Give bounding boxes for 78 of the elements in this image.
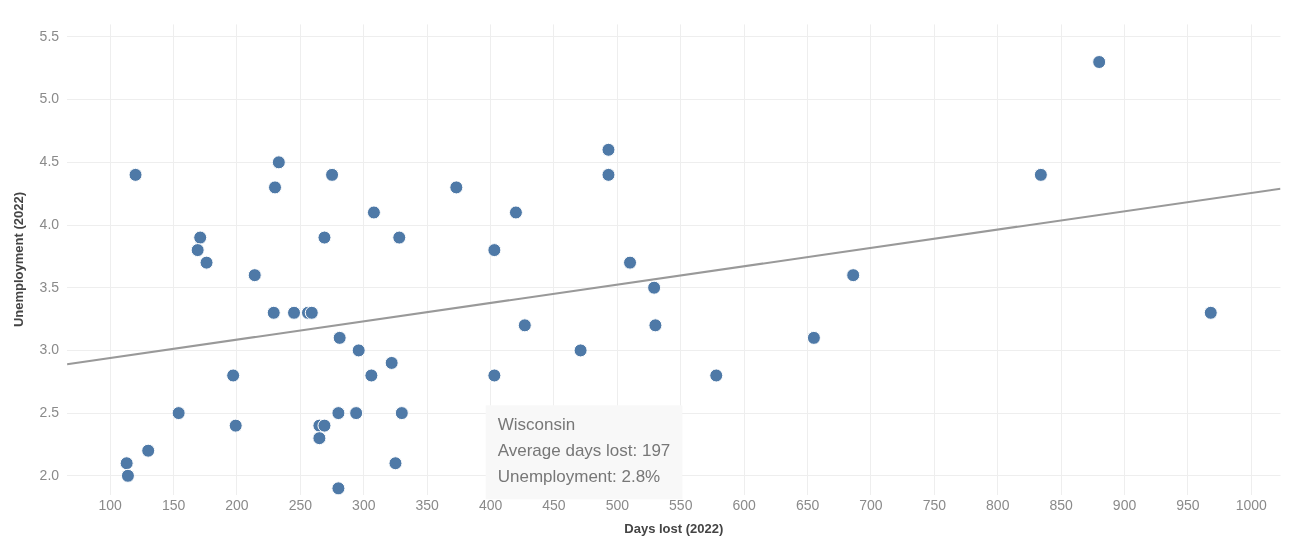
point xyxy=(171,406,186,421)
point xyxy=(287,305,302,320)
point xyxy=(266,305,281,320)
x-axis-title: Days lost (2022) xyxy=(624,520,724,536)
point xyxy=(331,481,346,495)
x-tick-label: 800 xyxy=(986,496,1010,513)
point xyxy=(573,343,588,358)
x-tick-label: 1000 xyxy=(1235,496,1268,513)
point xyxy=(120,468,135,483)
point xyxy=(601,167,616,182)
point xyxy=(271,155,286,170)
point xyxy=(317,418,332,433)
point xyxy=(1092,55,1107,70)
point xyxy=(366,205,381,220)
x-tick-label: 300 xyxy=(352,496,376,513)
x-tick-label: 350 xyxy=(415,496,440,513)
point xyxy=(449,180,464,195)
point xyxy=(388,456,403,471)
x-tick-label: 650 xyxy=(795,496,820,513)
x-tick-label: 850 xyxy=(1049,496,1074,513)
x-tick-label: 750 xyxy=(922,496,947,513)
point xyxy=(332,330,347,345)
point xyxy=(508,205,523,220)
point xyxy=(228,418,243,433)
x-tick-label: 250 xyxy=(288,496,313,513)
x-tick-label: 500 xyxy=(605,496,630,513)
point xyxy=(317,230,332,245)
x-tick-label: 150 xyxy=(161,496,186,513)
annotation: Wisconsin Average days lost: 197 Unemployment: 2.8% xyxy=(497,414,671,486)
point xyxy=(487,243,502,258)
y-tick-label: 2.0 xyxy=(39,466,60,483)
y-axis-title: Unemployment (2022) xyxy=(11,191,27,328)
point xyxy=(268,180,283,195)
point xyxy=(331,406,346,421)
x-tick-label: 100 xyxy=(98,496,123,513)
x-tick-label: 450 xyxy=(542,496,566,513)
point xyxy=(623,255,638,270)
y-tick-label: 5.5 xyxy=(39,27,60,44)
point xyxy=(349,406,364,421)
point xyxy=(1033,167,1048,182)
point xyxy=(601,142,616,157)
point xyxy=(312,431,327,446)
point xyxy=(1203,305,1218,320)
point xyxy=(193,230,208,245)
point xyxy=(392,230,407,245)
point xyxy=(364,368,379,383)
point xyxy=(119,456,134,471)
point xyxy=(351,343,366,358)
point xyxy=(128,167,143,182)
point xyxy=(648,318,663,333)
point xyxy=(384,355,399,370)
y-tick-label: 3.0 xyxy=(39,341,60,358)
point xyxy=(141,443,156,458)
y-tick-label: 4.5 xyxy=(39,153,60,170)
x-tick-label: 550 xyxy=(669,496,693,513)
x-tick-label: 200 xyxy=(225,496,249,513)
y-tick-label: 5.0 xyxy=(39,90,60,107)
y-tick-label: 2.5 xyxy=(39,403,60,420)
point xyxy=(304,305,319,320)
x-tick-label: 950 xyxy=(1176,496,1200,513)
point xyxy=(517,318,532,333)
point xyxy=(647,280,662,295)
point xyxy=(226,368,241,383)
y-tick-label: 4.0 xyxy=(39,215,60,232)
point xyxy=(709,368,724,383)
point xyxy=(325,167,340,182)
x-tick-label: 700 xyxy=(859,496,883,513)
x-tick-label: 600 xyxy=(732,496,757,513)
point xyxy=(487,368,502,383)
y-tick-label: 3.5 xyxy=(39,278,60,295)
point xyxy=(190,243,205,258)
x-tick-label: 900 xyxy=(1112,496,1137,513)
point xyxy=(394,406,409,421)
point xyxy=(846,268,861,283)
point xyxy=(199,255,214,270)
point xyxy=(806,330,821,345)
point xyxy=(247,268,262,283)
x-tick-label: 400 xyxy=(478,496,503,513)
